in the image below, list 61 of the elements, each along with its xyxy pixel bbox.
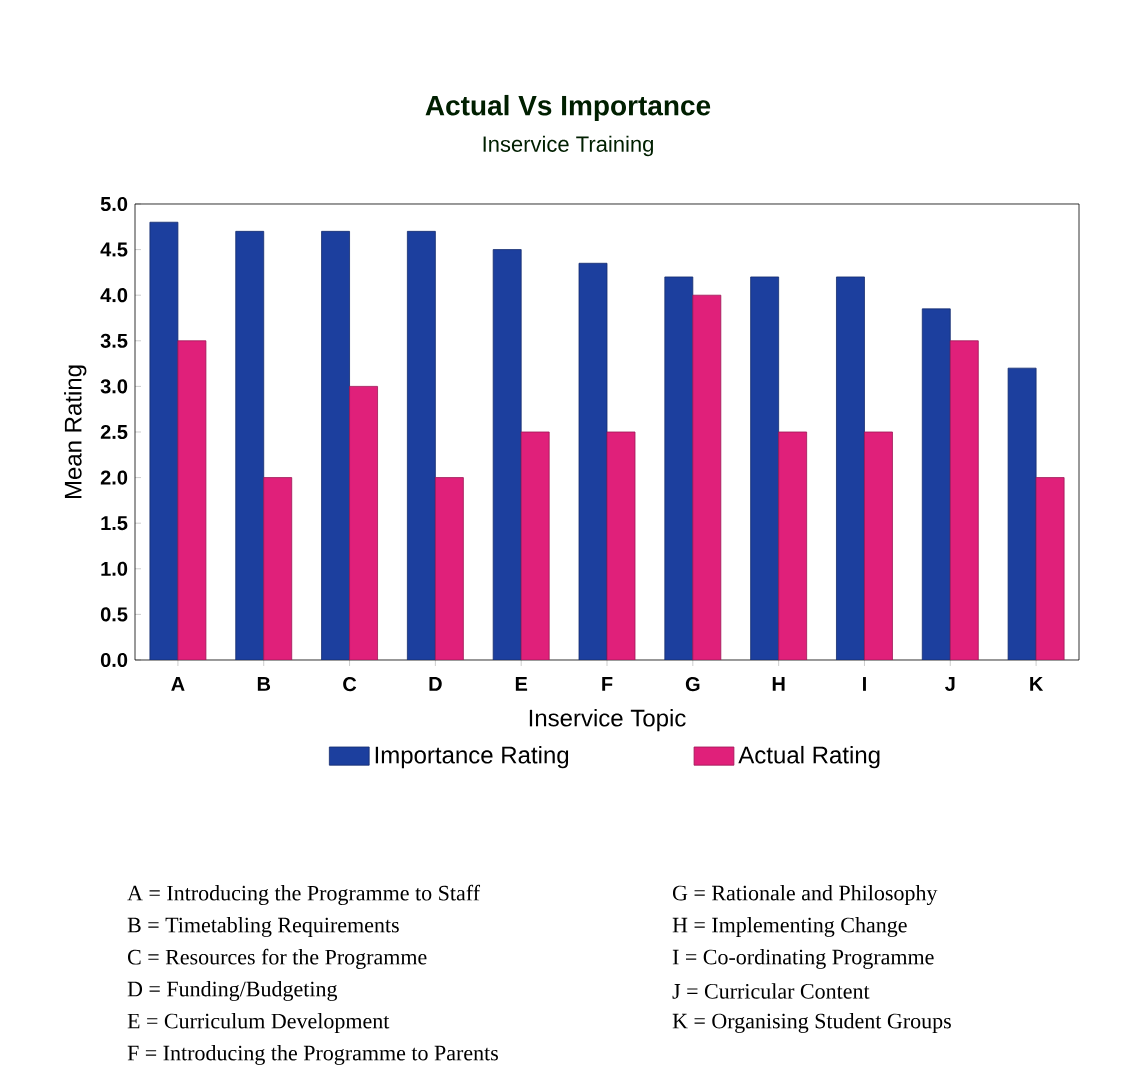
bar (263, 477, 293, 660)
y-tick-label: 2.5 (100, 424, 128, 440)
y-tick-label: 1.5 (101, 516, 128, 531)
chart-title: Actual Vs Importance (425, 94, 711, 122)
x-axis-title: Inservice Topic (529, 708, 686, 732)
bar (921, 308, 951, 660)
bar (406, 230, 436, 660)
text: H = Implementing Change (672, 917, 907, 937)
text: A = Introducing the Programme to Staff (127, 884, 481, 906)
x-tick-label: D (429, 677, 442, 691)
text: G = Rationale and Philosophy (672, 885, 938, 905)
x-tick-label: C (343, 677, 357, 692)
bar (177, 340, 207, 660)
bar (492, 249, 522, 660)
bar (664, 276, 694, 660)
text: D = Funding/Budgeting (127, 981, 338, 1001)
bar (520, 431, 550, 660)
text: J = Curricular Content (672, 983, 870, 999)
y-tick-label: 1.0 (101, 561, 128, 576)
bar (606, 431, 636, 660)
y-tick-label: 4.0 (100, 288, 128, 303)
text: I = Co-ordinating Programme (672, 949, 934, 969)
bar (235, 230, 265, 660)
bar (864, 431, 893, 660)
y-tick-label: 3.0 (100, 379, 128, 394)
text: B = Timetabling Requirements (127, 917, 399, 937)
y-tick-label: 0.0 (100, 652, 128, 668)
x-tick-label: K (1030, 677, 1044, 691)
y-tick-label: 2.0 (100, 470, 128, 485)
bar (349, 385, 378, 660)
x-tick-label: J (945, 677, 955, 691)
legend-label: Actual Rating (738, 745, 880, 769)
bar (750, 276, 780, 660)
text: E = Curriculum Development (127, 1013, 390, 1033)
x-tick-label: F (602, 677, 613, 691)
x-tick-label: A (171, 677, 185, 691)
text: F = Introducing the Programme to Parents (127, 1045, 498, 1065)
y-tick-label: 0.5 (100, 607, 128, 622)
y-tick-label: 5.0 (100, 196, 128, 212)
x-tick-label: I (863, 677, 866, 691)
y-axis-title: Mean Rating (64, 365, 87, 499)
bar (949, 340, 979, 660)
bar (692, 294, 722, 660)
y-tick-label: 3.5 (100, 333, 128, 348)
bar (836, 276, 865, 660)
x-tick-label: B (257, 677, 271, 691)
bar (1035, 477, 1065, 660)
bar (1007, 367, 1037, 660)
bar (778, 431, 808, 660)
chart-subtitle: Inservice Training (483, 135, 653, 157)
x-tick-label: G (685, 677, 700, 692)
text: K = Organising Student Groups (672, 1013, 951, 1033)
bar (321, 230, 350, 660)
y-tick-label: 4.5 (100, 242, 128, 257)
bar (434, 477, 464, 660)
text: C = Resources for the Programme (127, 948, 427, 970)
legend-label: Importance Rating (375, 745, 569, 769)
bar (578, 262, 608, 660)
x-tick-label: H (772, 677, 785, 691)
x-tick-label: E (515, 677, 528, 691)
bar (149, 221, 179, 660)
